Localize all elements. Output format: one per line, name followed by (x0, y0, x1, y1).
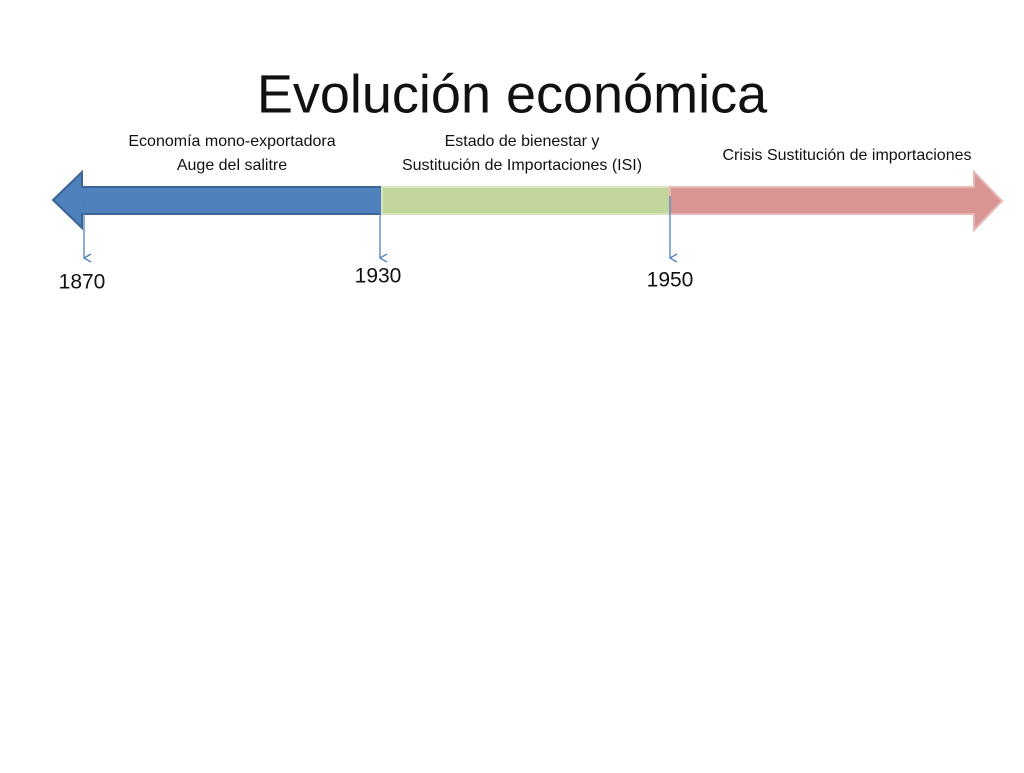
period-arrow-right (669, 169, 1004, 233)
year-label: 1930 (355, 265, 402, 288)
title: Evolución económica (257, 64, 768, 124)
year-label: 1870 (59, 271, 106, 294)
period-label: Economía mono-exportadora (128, 133, 335, 150)
year-label: 1950 (647, 269, 694, 292)
period-label: Crisis Sustitución de importaciones (723, 147, 972, 164)
period-label: Estado de bienestar y (445, 133, 600, 150)
period-bar (381, 186, 671, 215)
period-label: Auge del salitre (177, 157, 287, 174)
period-label: Sustitución de Importaciones (ISI) (402, 157, 642, 174)
period-arrow-left (51, 169, 383, 231)
